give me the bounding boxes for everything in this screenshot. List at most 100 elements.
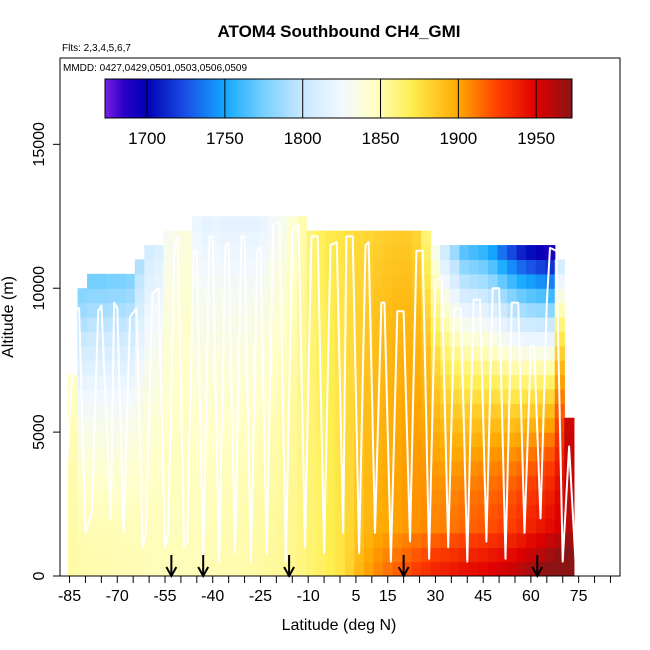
heatmap-cell	[163, 532, 174, 548]
heatmap-cell	[106, 331, 117, 347]
heatmap-cell	[87, 331, 98, 347]
heatmap-cell	[220, 345, 231, 361]
heatmap-cell	[268, 288, 279, 304]
heatmap-cell	[115, 504, 126, 520]
heatmap-cell	[526, 245, 537, 261]
heatmap-cell	[306, 288, 317, 304]
heatmap-cell	[468, 475, 480, 491]
heatmap-cell	[316, 331, 327, 347]
heatmap-cell	[440, 302, 451, 318]
heatmap-cell	[516, 518, 527, 534]
heatmap-cell	[153, 403, 165, 419]
heatmap-cell	[249, 561, 260, 576]
heatmap-cell	[554, 273, 565, 289]
heatmap-cell	[335, 561, 346, 576]
heatmap-cell	[449, 460, 460, 476]
heatmap-cell	[125, 273, 136, 289]
heatmap-cell	[459, 360, 470, 376]
heatmap-cell	[554, 532, 565, 548]
heatmap-cell	[144, 504, 155, 520]
heatmap-cell	[487, 331, 499, 347]
heatmap-cell	[87, 317, 98, 332]
heatmap-cell	[67, 388, 79, 404]
heatmap-cell	[497, 561, 508, 576]
heatmap-cell	[325, 288, 336, 304]
heatmap-cell	[430, 561, 441, 576]
heatmap-cell	[172, 518, 184, 534]
heatmap-cell	[106, 302, 117, 318]
heatmap-cell	[535, 317, 546, 332]
heatmap-cell	[96, 561, 107, 576]
heatmap-cell	[230, 216, 241, 232]
heatmap-cell	[306, 547, 317, 563]
heatmap-cell	[478, 532, 489, 548]
heatmap-cell	[211, 302, 222, 318]
heatmap-cell	[344, 360, 355, 376]
x-tick-label-1: -70	[106, 588, 129, 605]
heatmap-cell	[144, 245, 155, 261]
heatmap-cell	[354, 547, 365, 563]
heatmap-cell	[230, 331, 241, 347]
heatmap-cell	[526, 446, 537, 462]
heatmap-cell	[468, 446, 480, 462]
heatmap-cell	[201, 432, 212, 448]
heatmap-cell	[125, 360, 136, 376]
heatmap-cell	[344, 446, 355, 462]
heatmap-cell	[516, 460, 527, 476]
heatmap-cell	[468, 504, 480, 520]
heatmap-cell	[249, 460, 260, 476]
heatmap-cell	[201, 273, 212, 289]
heatmap-cell	[325, 360, 336, 376]
heatmap-cell	[335, 273, 346, 289]
heatmap-cell	[192, 532, 203, 548]
heatmap-cell	[163, 547, 174, 563]
heatmap-cell	[526, 288, 537, 304]
heatmap-cell	[363, 403, 375, 419]
heatmap-cell	[115, 374, 126, 390]
heatmap-cell	[354, 259, 365, 275]
heatmap-cell	[306, 489, 317, 505]
heatmap-cell	[535, 360, 546, 376]
heatmap-cell	[287, 345, 298, 361]
heatmap-cell	[163, 331, 174, 347]
heatmap-cell	[306, 446, 317, 462]
heatmap-cell	[134, 288, 145, 304]
heatmap-cell	[144, 561, 155, 576]
heatmap-cell	[182, 417, 193, 433]
heatmap-cell	[115, 331, 126, 347]
heatmap-cell	[115, 360, 126, 376]
heatmap-cell	[268, 317, 279, 332]
heatmap-cell	[373, 360, 384, 376]
heatmap-cell	[316, 273, 327, 289]
heatmap-cell	[144, 475, 155, 491]
heatmap-cell	[211, 561, 222, 576]
heatmap-cell	[230, 317, 241, 332]
heatmap-cell	[192, 417, 203, 433]
heatmap-cell	[373, 302, 384, 318]
heatmap-cell	[316, 230, 327, 246]
heatmap-cell	[77, 547, 88, 563]
heatmap-cell	[125, 489, 136, 505]
heatmap-cell	[411, 360, 422, 376]
heatmap-cell	[497, 374, 508, 390]
heatmap-cell	[535, 259, 546, 275]
heatmap-cell	[478, 518, 489, 534]
heatmap-cell	[354, 345, 365, 361]
heatmap-cell	[449, 446, 460, 462]
heatmap-cell	[402, 518, 413, 534]
colorbar-tick-label-1: 1750	[206, 129, 244, 148]
heatmap-cell	[192, 561, 203, 576]
heatmap-cell	[459, 288, 470, 304]
heatmap-cell	[335, 460, 346, 476]
heatmap-cell	[192, 374, 203, 390]
heatmap-cell	[440, 317, 451, 332]
heatmap-cell	[134, 259, 145, 275]
heatmap-cell	[344, 302, 355, 318]
heatmap-cell	[220, 230, 231, 246]
heatmap-cell	[325, 532, 336, 548]
heatmap-cell	[507, 403, 518, 419]
heatmap-cell	[134, 489, 145, 505]
heatmap-cell	[77, 360, 88, 376]
heatmap-cell	[287, 288, 298, 304]
